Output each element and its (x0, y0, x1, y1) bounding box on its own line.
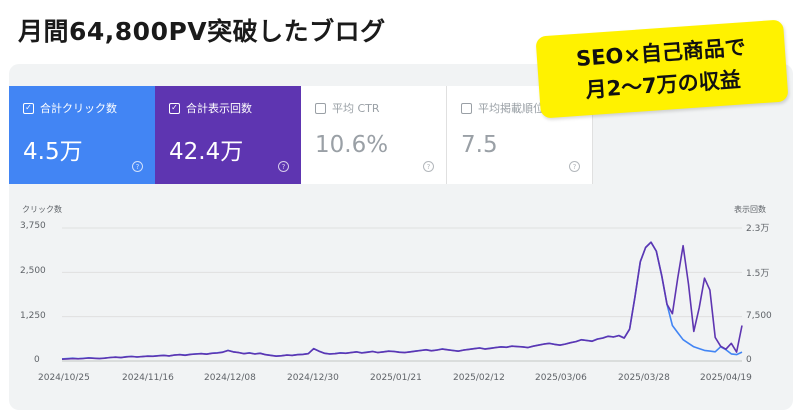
metric-label: 合計クリック数 (40, 102, 117, 115)
help-circle-icon[interactable]: ? (278, 161, 289, 172)
metric-cards: ✓ 合計クリック数 4.5万 ? ✓ 合計表示回数 42.4万 ? 平均 CTR… (9, 86, 593, 184)
right-tick-label: 1.5万 (746, 269, 770, 279)
help-circle-icon[interactable]: ? (132, 161, 143, 172)
metric-value: 42.4万 (169, 139, 244, 165)
metric-card-total-impressions[interactable]: ✓ 合計表示回数 42.4万 ? (155, 86, 301, 184)
x-tick-label: 2025/01/21 (370, 373, 422, 383)
left-axis-label: クリック数 (22, 205, 62, 214)
clicks-series-line (61, 241, 743, 360)
left-tick-label: 2,500 (20, 266, 46, 276)
checkbox-icon[interactable] (461, 102, 472, 114)
right-axis-label: 表示回数 (734, 205, 766, 214)
x-tick-label: 2025/03/06 (535, 373, 587, 383)
metric-value: 4.5万 (23, 139, 83, 165)
metric-label: 平均 CTR (332, 102, 380, 115)
right-tick-label: 2.3万 (746, 224, 770, 234)
x-tick-label: 2025/04/19 (700, 373, 752, 383)
x-tick-label: 2024/11/16 (122, 373, 174, 383)
checkbox-icon[interactable]: ✓ (169, 102, 180, 114)
right-tick-label: 7,500 (746, 311, 772, 321)
metric-value: 7.5 (461, 132, 498, 158)
metric-card-average-ctr[interactable]: 平均 CTR 10.6% ? (301, 86, 447, 184)
metric-card-total-clicks[interactable]: ✓ 合計クリック数 4.5万 ? (9, 86, 155, 184)
headline: 月間64,800PV突破したブログ (18, 17, 386, 46)
series-lines (61, 241, 743, 360)
left-tick-label: 1,250 (20, 311, 46, 321)
metric-label: 合計表示回数 (186, 102, 252, 115)
left-tick-label: 0 (34, 355, 40, 365)
right-tick-label: 0 (746, 355, 752, 365)
help-circle-icon[interactable]: ? (423, 161, 434, 172)
help-circle-icon[interactable]: ? (569, 161, 580, 172)
x-tick-label: 2024/12/30 (287, 373, 339, 383)
x-tick-label: 2025/03/28 (618, 373, 670, 383)
left-tick-label: 3,750 (20, 221, 46, 231)
x-tick-label: 2024/10/25 (38, 373, 90, 383)
x-tick-label: 2025/02/12 (453, 373, 505, 383)
impressions-series-line (61, 241, 743, 360)
gridlines (62, 227, 742, 362)
metric-value: 10.6% (315, 132, 389, 158)
x-tick-label: 2024/12/08 (204, 373, 256, 383)
checkbox-icon[interactable]: ✓ (23, 102, 34, 114)
checkbox-icon[interactable] (315, 102, 326, 114)
metric-label: 平均掲載順位 (478, 102, 544, 115)
